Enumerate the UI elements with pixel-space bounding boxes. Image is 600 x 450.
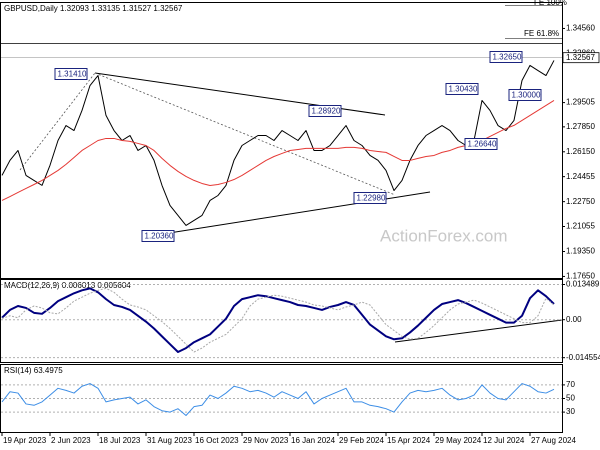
series-line [1, 287, 555, 353]
x-tick-label: 16 Jan 2024 [291, 436, 336, 445]
x-tick-label: 15 Apr 2024 [387, 436, 431, 445]
pivot-box [141, 230, 175, 242]
x-tick-label: 31 Aug 2023 [147, 436, 192, 445]
series-line [1, 60, 555, 226]
series-line [1, 383, 555, 416]
pivot-box [353, 192, 387, 204]
pivot-label: 1.30000 [512, 91, 541, 100]
y-tick-label: 1.17650 [566, 272, 595, 281]
dashed-line [19, 72, 96, 171]
y-tick-label: 1.22750 [566, 197, 595, 206]
x-tick-label: 2 Jun 2023 [51, 436, 91, 445]
y-tick-label: 1.34560 [566, 24, 595, 33]
macd-panel [0, 279, 563, 363]
pivot-box [445, 83, 479, 95]
pivot-box [508, 89, 542, 101]
pivot-label: 1.31410 [58, 70, 87, 79]
pivot-box [308, 105, 342, 117]
y-tick-label: 1.27850 [566, 122, 595, 131]
pivot-box [54, 68, 88, 80]
watermark: ActionForex.com [380, 226, 508, 245]
series-line [1, 287, 555, 354]
pivot-label: 1.30430 [449, 85, 478, 94]
dashed-line [94, 72, 396, 196]
pivot-label: 1.22980 [357, 194, 386, 203]
macd-title: MACD(12,26,9) 0.006013 0.005604 [4, 281, 131, 290]
x-tick-label: 16 Oct 2023 [195, 436, 239, 445]
chart-title: GBPUSD,Daily 1.32093 1.33135 1.31527 1.3… [4, 4, 183, 13]
y-tick-label: 70 [566, 380, 575, 389]
y-tick-label: 1.26150 [566, 147, 595, 156]
fibo-label: FE 100% [534, 0, 567, 7]
series-line [1, 100, 555, 201]
pivot-label: 1.26640 [468, 140, 497, 149]
x-tick-label: 18 Jul 2023 [99, 436, 141, 445]
x-tick-label: 12 Jul 2024 [483, 436, 525, 445]
x-tick-label: 29 Nov 2023 [243, 436, 289, 445]
y-tick-label: 1.29505 [566, 98, 595, 107]
price-panel [0, 2, 563, 279]
y-tick-label: 1.21055 [566, 222, 595, 231]
y-tick-label: 1.19350 [566, 247, 595, 256]
macd-trend-line [394, 319, 563, 343]
x-tick-label: 27 Aug 2024 [531, 436, 576, 445]
x-tick-label: 19 Apr 2023 [3, 436, 47, 445]
y-tick-label: 50 [566, 394, 575, 403]
x-tick-label: 29 May 2024 [435, 436, 482, 445]
last-price-label: 1.32567 [566, 53, 595, 62]
pivot-label: 1.32650 [493, 53, 522, 62]
pivot-label: 1.28920 [312, 107, 341, 116]
rsi-title: RSI(14) 63.4975 [4, 366, 63, 375]
last-price-box [562, 52, 600, 64]
fibo-label: FE 61.8% [524, 29, 559, 38]
pivot-label: 1.20360 [145, 232, 174, 241]
y-tick-label: 0.00 [566, 315, 582, 324]
y-tick-label: 1.24455 [566, 172, 595, 181]
pivot-box [464, 138, 498, 150]
pivot-box [489, 51, 523, 63]
y-tick-label: 30 [566, 407, 575, 416]
y-tick-label: -0.014554 [566, 353, 600, 362]
y-tick-label: 0.013489 [566, 280, 600, 289]
x-tick-label: 29 Feb 2024 [339, 436, 384, 445]
